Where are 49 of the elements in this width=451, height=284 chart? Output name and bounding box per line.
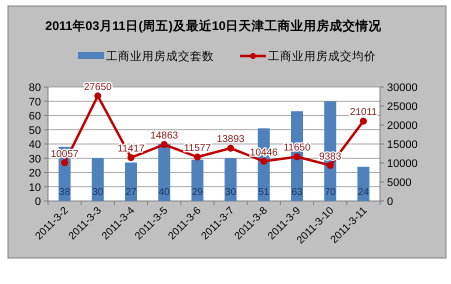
point: [94, 92, 102, 100]
y-tick-label: 20: [28, 168, 41, 180]
chart-title: 2011年03月11日(周五)及最近10日天津工商业用房成交情况: [45, 18, 383, 33]
point: [326, 162, 334, 169]
point: [227, 144, 234, 152]
point: [194, 154, 201, 161]
y2-tick-label: 10000: [387, 158, 418, 170]
point: [61, 159, 68, 166]
bar: [357, 166, 370, 201]
y2-tick-label: 20000: [387, 120, 418, 132]
data-label: 29: [192, 187, 204, 198]
data-label: 63: [291, 187, 303, 198]
y-tick-label: 30: [28, 153, 41, 166]
bar: [125, 162, 137, 201]
data-label: 30: [92, 187, 104, 198]
point: [360, 118, 367, 125]
data-label: 21011: [350, 107, 378, 118]
point: [294, 153, 300, 160]
bar: [92, 158, 104, 201]
data-label: 14863: [150, 130, 179, 142]
data-label: 51: [258, 187, 270, 198]
y-tick-label: 50: [28, 124, 41, 137]
point: [260, 158, 268, 165]
data-label: 13893: [216, 134, 245, 146]
data-label: 38: [59, 187, 71, 198]
y2-tick-label: 5000: [387, 177, 412, 189]
y-tick-label: 40: [28, 139, 41, 151]
y-tick-label: 70: [28, 96, 41, 108]
y-tick-label: 80: [28, 82, 41, 94]
y-tick-label: 60: [28, 110, 41, 122]
point: [128, 154, 134, 162]
y-tick-label: 0: [34, 196, 41, 208]
y-tick-label: 10: [28, 182, 41, 194]
data-label: 40: [158, 187, 170, 198]
y2-tick-label: 15000: [387, 139, 418, 151]
data-label: 27650: [84, 82, 112, 93]
data-label: 11577: [184, 143, 212, 154]
y2-tick-label: 30000: [387, 82, 418, 94]
point: [160, 141, 168, 148]
bar: [191, 160, 204, 201]
data-label: 70: [324, 187, 336, 198]
legend-label: 工商业用房成交套数: [106, 49, 214, 63]
data-label: 27: [125, 187, 137, 198]
legend-label: 工商业用房成交均价: [268, 49, 376, 63]
bar: [224, 158, 237, 201]
y2-tick-label: 0: [387, 196, 394, 208]
data-label: 30: [225, 187, 237, 198]
data-label: 24: [358, 187, 370, 198]
y2-tick-label: 25000: [387, 101, 418, 113]
